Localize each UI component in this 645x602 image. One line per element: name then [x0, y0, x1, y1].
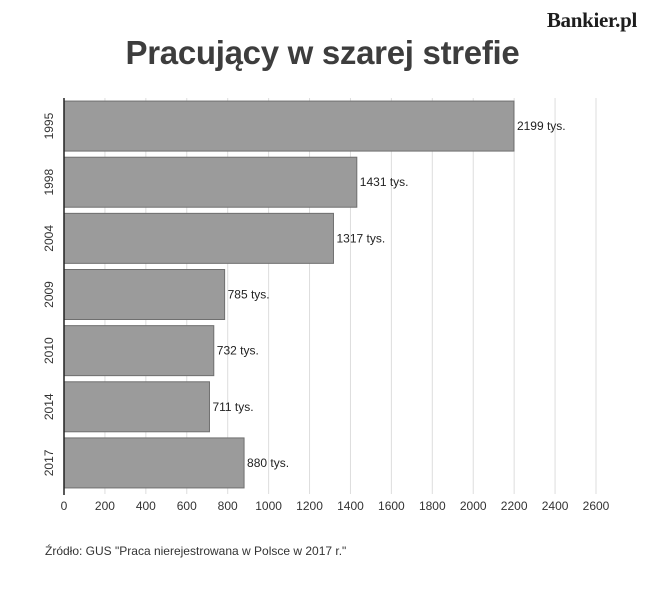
x-tick-label-1400: 1400: [337, 499, 364, 513]
source-note: Źródło: GUS "Praca nierejestrowana w Pol…: [45, 544, 347, 558]
category-label-2009: 2009: [42, 281, 56, 308]
x-tick-label-1000: 1000: [255, 499, 282, 513]
x-tick-label-600: 600: [177, 499, 197, 513]
category-label-2014: 2014: [42, 393, 56, 420]
x-tick-label-2400: 2400: [542, 499, 569, 513]
category-label-1995: 1995: [42, 112, 56, 139]
x-tick-label-2000: 2000: [460, 499, 487, 513]
x-tick-label-1800: 1800: [419, 499, 446, 513]
data-label-1995: 2199 tys.: [517, 119, 566, 133]
category-label-2017: 2017: [42, 449, 56, 476]
data-label-2010: 732 tys.: [217, 344, 259, 358]
category-label-2004: 2004: [42, 225, 56, 252]
brand-logo: Bankier.pl: [546, 8, 637, 32]
data-labels: 2199 tys. 1431 tys. 1317 tys. 785 tys. 732 t…: [212, 119, 565, 470]
category-labels: 1995 1998 2004 2009 2010 2014 2017: [42, 112, 56, 476]
x-tick-label-400: 400: [136, 499, 156, 513]
bars: [63, 100, 515, 489]
x-tick-label-1200: 1200: [296, 499, 323, 513]
bar-1995: [63, 100, 515, 152]
category-label-1998: 1998: [42, 169, 56, 196]
x-tick-label-200: 200: [95, 499, 115, 513]
x-tick-label-0: 0: [61, 499, 68, 513]
bar-2004: [63, 212, 334, 264]
data-label-2004: 1317 tys.: [336, 231, 385, 245]
bar-2010: [63, 325, 215, 377]
x-tick-label-800: 800: [218, 499, 238, 513]
bar-2014: [63, 381, 210, 433]
bar-2017: [63, 437, 245, 489]
data-label-1998: 1431 tys.: [360, 175, 409, 189]
x-tick-label-1600: 1600: [378, 499, 405, 513]
x-tick-label-2200: 2200: [501, 499, 528, 513]
data-label-2009: 785 tys.: [228, 288, 270, 302]
data-label-2017: 880 tys.: [247, 456, 289, 470]
bar-2009: [63, 269, 226, 320]
data-label-2014: 711 tys.: [212, 400, 253, 414]
category-label-2010: 2010: [42, 337, 56, 364]
bar-1998: [63, 156, 358, 208]
x-tick-labels: 0 200 400 600 800 1000 1200 1400 1600 1800 2000 220…: [61, 499, 610, 513]
chart-title: Pracujący w szarej strefie: [125, 34, 520, 71]
x-tick-label-2600: 2600: [583, 499, 610, 513]
